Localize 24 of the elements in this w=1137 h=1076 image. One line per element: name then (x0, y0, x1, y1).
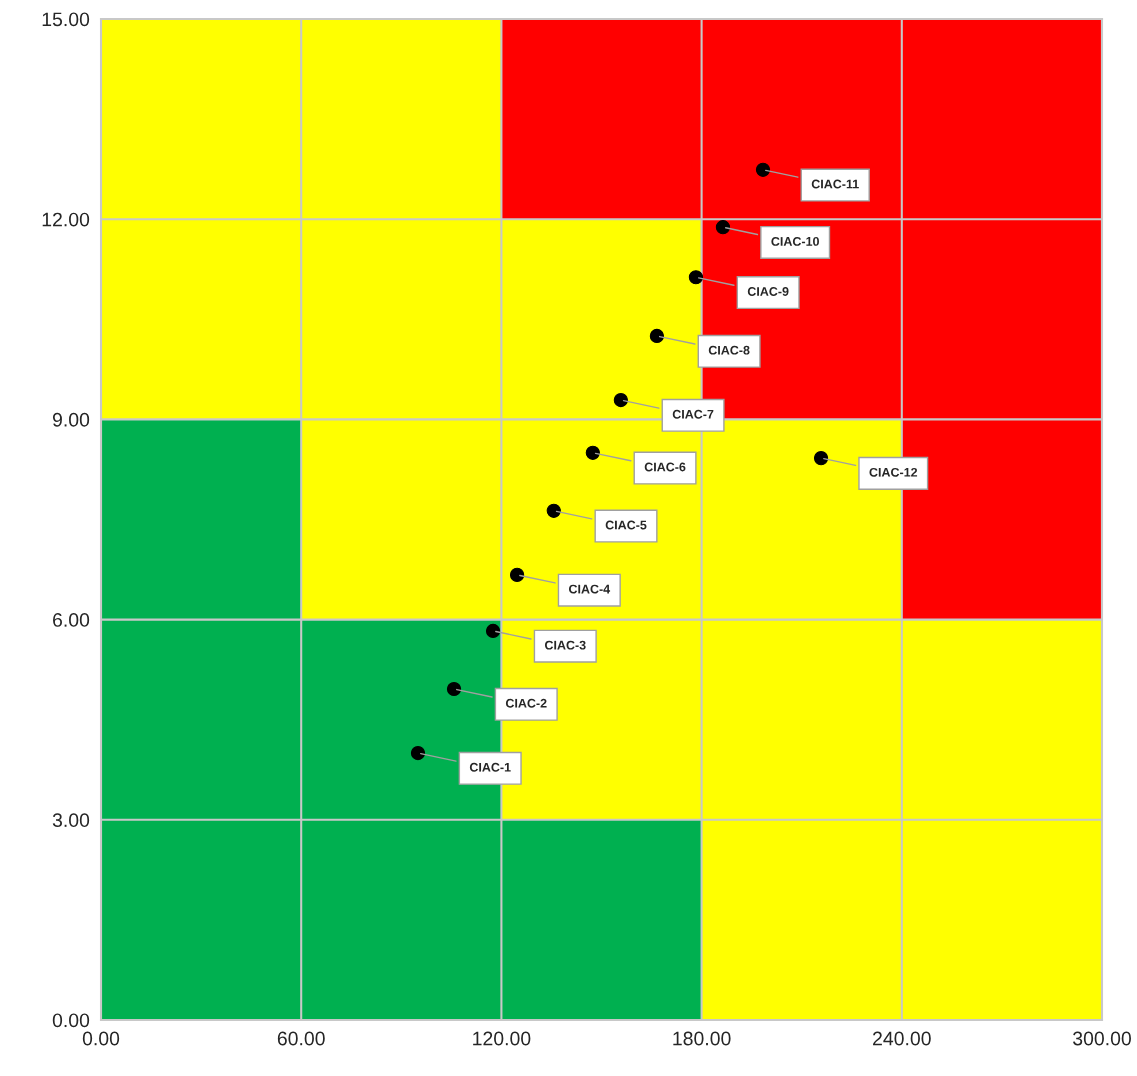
annotation: CIAC-11 (811, 179, 859, 189)
annotation: CIAC-6 (644, 462, 686, 472)
annotation: CIAC-4 (568, 584, 611, 594)
annotation: CIAC-12 (869, 467, 918, 477)
x-tick-label: 240.00 (873, 1031, 931, 1046)
annotation: CIAC-7 (672, 409, 714, 419)
annotation: CIAC-8 (708, 345, 750, 355)
annotation: CIAC-2 (505, 698, 547, 708)
x-tick-label: 120.00 (473, 1031, 531, 1046)
x-tick-label: 60.00 (277, 1031, 325, 1046)
y-tick-label: 3.00 (52, 813, 90, 828)
annotation: CIAC-10 (771, 236, 819, 246)
y-tick-label: 9.00 (52, 412, 90, 427)
x-tick-label: 0.00 (82, 1031, 120, 1046)
x-tick-label: 180.00 (673, 1031, 731, 1046)
x-tick-label: 300.00 (1073, 1031, 1131, 1046)
y-tick-label: 6.00 (53, 613, 90, 627)
annotation: CIAC-5 (605, 520, 647, 530)
y-tick-label: 0.00 (52, 1013, 90, 1028)
annotation: CIAC-3 (544, 640, 586, 650)
annotation: CIAC-9 (747, 287, 789, 296)
y-tick-label: 12.00 (42, 212, 90, 227)
annotation: CIAC-1 (469, 762, 511, 772)
y-tick-label: 15.00 (42, 12, 90, 27)
